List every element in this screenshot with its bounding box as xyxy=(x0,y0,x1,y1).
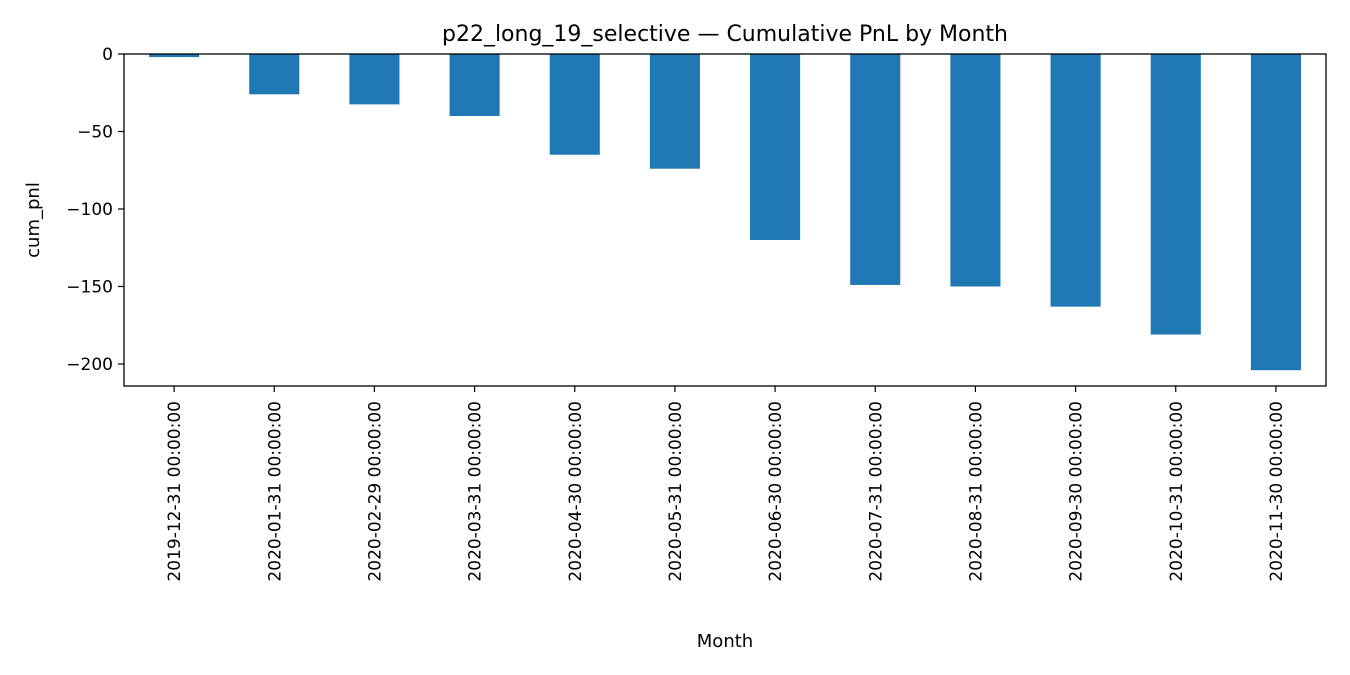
y-tick-label-1: −50 xyxy=(77,122,113,142)
x-tick-label-4: 2020-04-30 00:00:00 xyxy=(566,401,586,582)
y-tick-label-0: 0 xyxy=(102,45,113,65)
y-tick-label-2: −100 xyxy=(66,200,113,220)
bars xyxy=(149,54,1301,371)
bar-5 xyxy=(649,54,700,169)
bar-10 xyxy=(1150,54,1201,335)
bar-3 xyxy=(449,54,500,116)
x-tick-label-2: 2020-02-29 00:00:00 xyxy=(365,401,385,582)
bar-4 xyxy=(549,54,600,155)
x-axis-label: Month xyxy=(697,631,753,652)
y-tick-label-4: −200 xyxy=(66,355,113,375)
bar-9 xyxy=(1050,54,1101,307)
bar-7 xyxy=(850,54,901,285)
x-tick-label-8: 2020-08-31 00:00:00 xyxy=(966,401,986,582)
y-tick-label-3: −150 xyxy=(66,277,113,297)
y-axis-label: cum_pnl xyxy=(23,182,44,258)
x-tick-label-0: 2019-12-31 00:00:00 xyxy=(165,401,185,582)
bar-0 xyxy=(149,54,200,58)
bar-6 xyxy=(750,54,801,240)
x-tick-label-11: 2020-11-30 00:00:00 xyxy=(1267,401,1287,582)
bar-1 xyxy=(249,54,300,95)
x-tick-label-10: 2020-10-31 00:00:00 xyxy=(1167,401,1187,582)
x-tick-label-7: 2020-07-31 00:00:00 xyxy=(866,401,886,582)
x-tick-label-3: 2020-03-31 00:00:00 xyxy=(466,401,486,582)
x-tick-label-6: 2020-06-30 00:00:00 xyxy=(766,401,786,582)
x-tick-label-1: 2020-01-31 00:00:00 xyxy=(265,401,285,582)
chart-title: p22_long_19_selective — Cumulative PnL b… xyxy=(442,22,1008,47)
x-axis: 2019-12-31 00:00:00 2020-01-31 00:00:00 20… xyxy=(165,386,1287,582)
x-tick-label-9: 2020-09-30 00:00:00 xyxy=(1067,401,1087,582)
bar-8 xyxy=(950,54,1001,287)
bar-11 xyxy=(1250,54,1301,371)
bar-2 xyxy=(349,54,400,105)
plot-frame xyxy=(123,53,1327,387)
y-axis: 0 −50 −100 −150 −200 xyxy=(66,45,124,375)
x-tick-label-5: 2020-05-31 00:00:00 xyxy=(666,401,686,582)
